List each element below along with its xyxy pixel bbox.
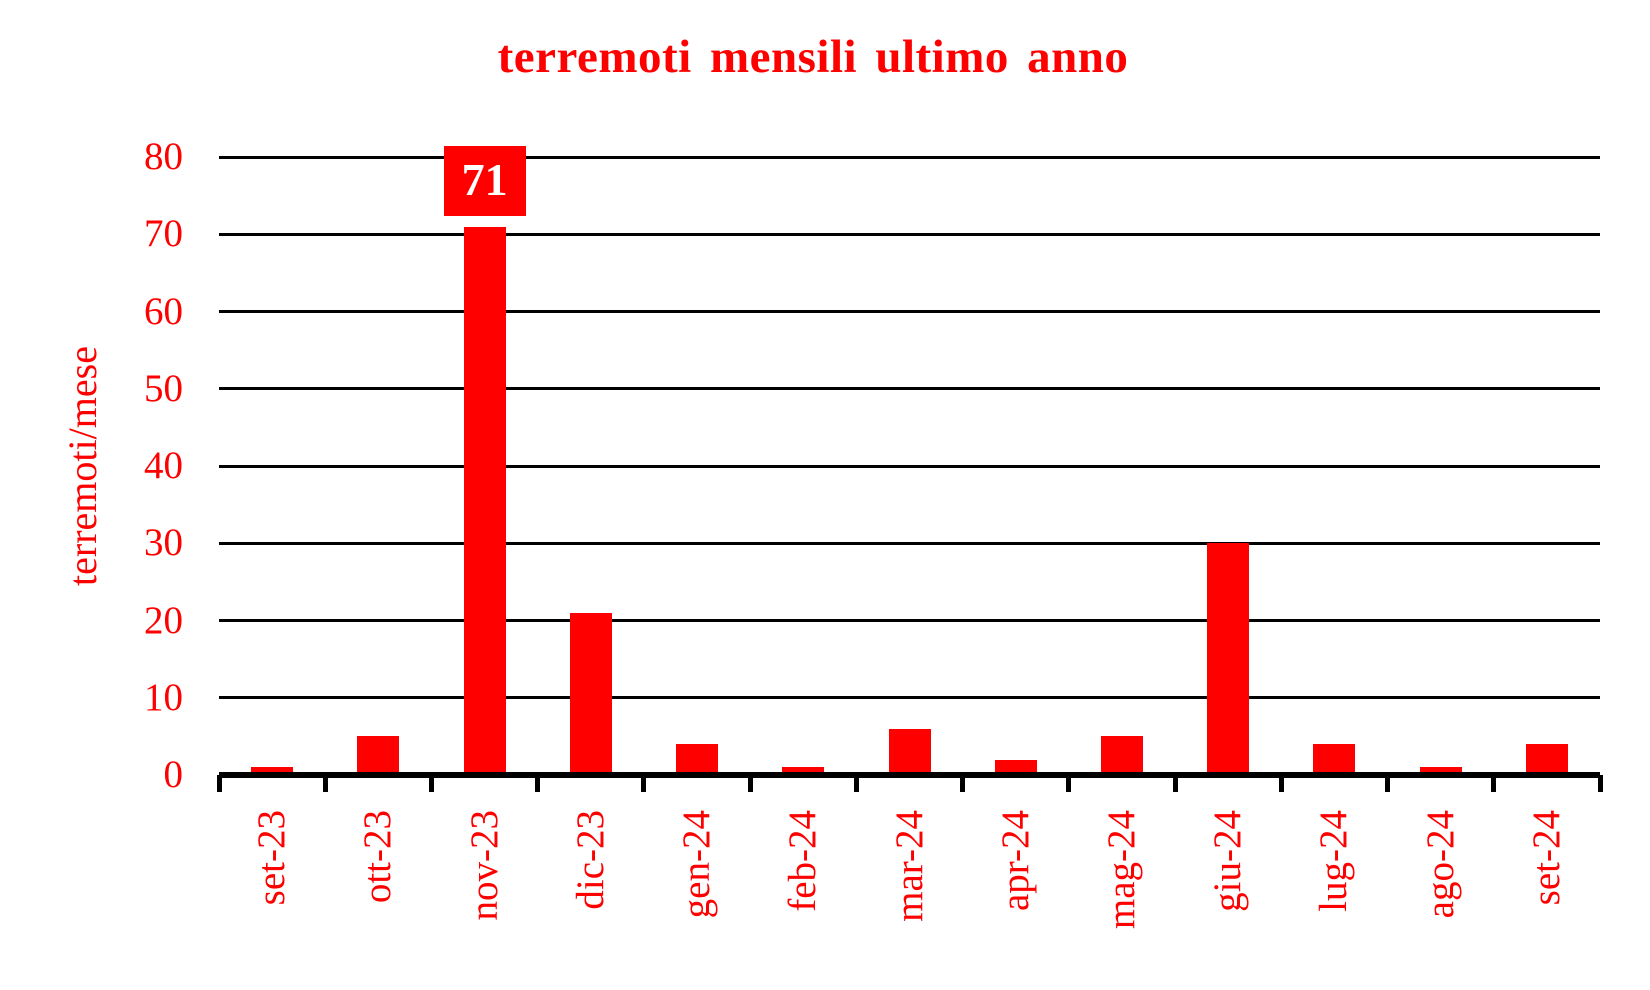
gridline-20: [219, 619, 1600, 622]
bar-mag-24: [1100, 736, 1143, 775]
x-tick-label-set-24-2: set-24: [1524, 810, 1568, 906]
gridline-80: [219, 155, 1600, 159]
x-tick-label-mag-24: mag-24: [1099, 810, 1143, 930]
bar-ott-23: [357, 736, 400, 775]
x-tick-label-mar-24: mar-24: [887, 810, 931, 922]
y-tick-label-60: 60: [144, 289, 183, 333]
x-axis-tick: [960, 775, 966, 792]
bar-mar-24: [888, 728, 931, 775]
bar-ago-24: [1419, 767, 1462, 775]
x-tick-label-giu-24: giu-24: [1206, 810, 1250, 912]
x-axis-tick: [535, 775, 541, 792]
bar-set-23: [251, 767, 294, 775]
y-tick-label-40: 40: [144, 444, 183, 487]
x-tick-label-apr-24: apr-24: [993, 810, 1037, 912]
y-tick-label-0: 0: [163, 753, 184, 796]
gridline-40: [219, 464, 1600, 468]
x-axis-line: [219, 772, 1600, 778]
gridline-50: [219, 387, 1600, 391]
bar-set-24: [1525, 744, 1568, 775]
x-tick-label-dic-23: dic-23: [568, 810, 612, 910]
x-axis-tick: [428, 775, 434, 792]
gridline-60: [219, 310, 1600, 313]
x-tick-label-gen-24: gen-24: [675, 810, 719, 919]
x-axis-tick: [641, 775, 647, 792]
y-tick-label-10: 10: [144, 675, 183, 719]
x-axis-tick: [747, 775, 753, 792]
bar-apr-24: [994, 759, 1037, 775]
x-axis-tick: [322, 775, 328, 792]
x-axis-tick: [1385, 775, 1391, 792]
x-axis-tick: [853, 775, 859, 792]
bar-lug-24: [1313, 744, 1356, 775]
x-axis-tick: [216, 775, 222, 792]
bar-value-label-nov-23: 71: [443, 145, 526, 216]
gridline-70: [219, 232, 1600, 236]
x-tick-label-lug-24: lug-24: [1312, 810, 1356, 912]
bar-nov-23: [463, 226, 506, 775]
x-tick-label-ago-24: ago-24: [1418, 810, 1462, 919]
gridline-30: [219, 541, 1600, 545]
x-axis-tick: [1597, 775, 1603, 792]
bar-dic-23: [569, 612, 612, 775]
x-tick-label-feb-24: feb-24: [781, 810, 825, 912]
x-axis-tick: [1278, 775, 1284, 792]
bar-feb-24: [782, 767, 825, 775]
plot-area: 71: [216, 145, 1603, 792]
x-tick-label-set-23: set-23: [250, 810, 294, 906]
x-axis-tick: [1491, 775, 1497, 792]
y-tick-label-30: 30: [144, 521, 183, 565]
x-tick-label-nov-23: nov-23: [462, 810, 506, 921]
y-tick-label-70: 70: [144, 212, 183, 256]
x-axis-tick: [1066, 775, 1072, 792]
chart-title: terremoti mensili ultimo anno: [497, 31, 1129, 83]
y-tick-label-20: 20: [144, 598, 183, 642]
gridline-10: [219, 696, 1600, 700]
x-tick-label-ott-23: ott-23: [356, 810, 400, 904]
x-axis-tick: [1172, 775, 1178, 792]
y-tick-label-50: 50: [144, 366, 183, 410]
y-tick-label-80: 80: [144, 135, 183, 178]
bar-giu-24: [1207, 543, 1250, 775]
bar-gen-24: [676, 744, 719, 775]
